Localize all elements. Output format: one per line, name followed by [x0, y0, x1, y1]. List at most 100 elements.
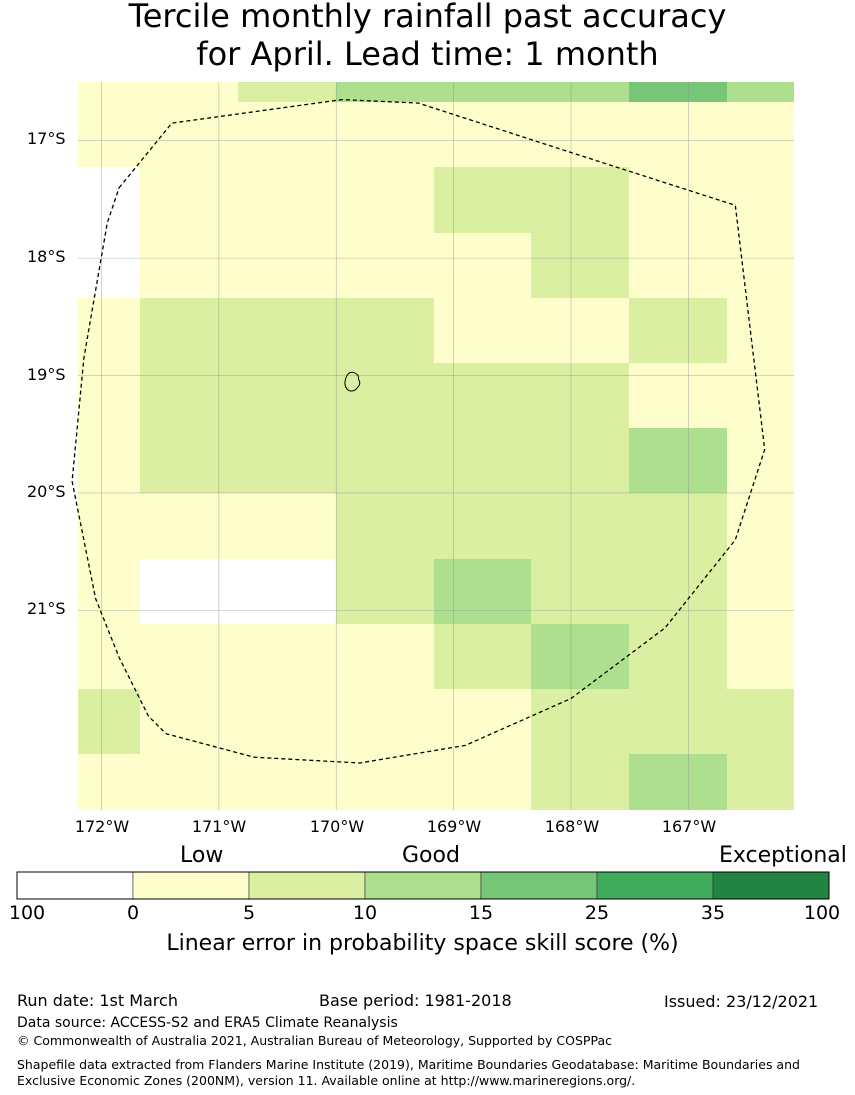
- colorbar-tick-label: 0: [126, 902, 140, 924]
- grid-cell: [434, 298, 531, 363]
- colorbar-segment: [712, 871, 830, 900]
- grid-cell: [629, 493, 727, 559]
- grid-cell: [238, 233, 336, 298]
- grid-cell: [336, 689, 434, 754]
- island-outline: [344, 371, 361, 392]
- grid-cell: [434, 754, 531, 810]
- grid-cell: [238, 363, 336, 428]
- grid-cell: [238, 559, 336, 624]
- grid-cell: [140, 82, 238, 102]
- lon-tick-label: 171°W: [191, 817, 247, 836]
- grid-cell: [434, 167, 531, 233]
- grid-cell: [434, 493, 531, 559]
- grid-cell: [629, 428, 727, 493]
- lon-tick-label: 169°W: [426, 817, 482, 836]
- grid-cell: [140, 102, 238, 167]
- grid-cell: [629, 298, 727, 363]
- grid-cell: [727, 102, 794, 167]
- grid-cell: [727, 689, 794, 754]
- grid-cell: [531, 624, 629, 689]
- grid-cell: [727, 167, 794, 233]
- grid-cell: [140, 493, 238, 559]
- grid-cell: [336, 233, 434, 298]
- grid-cell: [140, 167, 238, 233]
- colorbar-tick-label: 100: [803, 902, 841, 924]
- grid-cell: [531, 493, 629, 559]
- grid-cell: [78, 428, 140, 493]
- colorbar-tick-label: 5: [242, 902, 256, 924]
- lon-tick-label: 172°W: [74, 817, 130, 836]
- grid-cell: [78, 559, 140, 624]
- colorbar-tick-label: 35: [700, 902, 726, 924]
- grid-cell: [140, 754, 238, 810]
- grid-cell: [727, 428, 794, 493]
- copyright: © Commonwealth of Australia 2021, Austra…: [17, 1033, 612, 1048]
- grid-cell: [629, 363, 727, 428]
- grid-cell: [140, 233, 238, 298]
- grid-cell: [78, 167, 140, 233]
- colorbar-tick-label: 100: [8, 902, 46, 924]
- colorbar-tick-label: 25: [584, 902, 610, 924]
- colorbar-segment: [480, 871, 598, 900]
- grid-cell: [78, 689, 140, 754]
- grid-cell: [336, 428, 434, 493]
- lat-tick-label: 17°S: [27, 129, 66, 148]
- shapefile-credit: Shapefile data extracted from Flanders M…: [17, 1057, 800, 1088]
- colorbar-tick-label: 10: [352, 902, 378, 924]
- grid-cell: [531, 559, 629, 624]
- colorbar: [16, 871, 830, 900]
- grid-cell: [140, 428, 238, 493]
- grid-cell: [727, 559, 794, 624]
- grid-cell: [238, 689, 336, 754]
- grid-cell: [336, 363, 434, 428]
- grid-cell: [140, 689, 238, 754]
- colorbar-segment: [248, 871, 366, 900]
- grid-cell: [629, 754, 727, 810]
- category-label-low: Low: [180, 843, 224, 868]
- grid-cell: [336, 493, 434, 559]
- grid-cell: [629, 82, 727, 102]
- grid-cell: [238, 102, 336, 167]
- grid-cell: [336, 624, 434, 689]
- colorbar-tick-label: 15: [468, 902, 494, 924]
- lon-tick-label: 168°W: [544, 817, 600, 836]
- category-label-good: Good: [402, 843, 460, 868]
- grid-cell: [238, 167, 336, 233]
- title-line-2: for April. Lead time: 1 month: [196, 35, 659, 73]
- grid-cell: [78, 102, 140, 167]
- issued-date: Issued: 23/12/2021: [664, 992, 819, 1011]
- run-date: Run date: 1st March: [17, 991, 178, 1010]
- colorbar-segment: [596, 871, 714, 900]
- chart-title: Tercile monthly rainfall past accuracy f…: [0, 0, 855, 73]
- grid-cell: [727, 493, 794, 559]
- grid-cell: [629, 559, 727, 624]
- grid-cell: [531, 428, 629, 493]
- grid-cell: [238, 82, 336, 102]
- grid-cell: [727, 233, 794, 298]
- grid-cell: [78, 82, 140, 102]
- grid-cell: [336, 559, 434, 624]
- grid-cell: [238, 754, 336, 810]
- grid-cell: [238, 493, 336, 559]
- grid-cell: [140, 624, 238, 689]
- lat-tick-label: 18°S: [27, 247, 66, 266]
- skill-grid: [78, 82, 794, 810]
- grid-cell: [140, 363, 238, 428]
- colorbar-segment: [364, 871, 482, 900]
- grid-cell: [434, 363, 531, 428]
- grid-cell: [629, 167, 727, 233]
- colorbar-segment: [132, 871, 250, 900]
- grid-cell: [434, 689, 531, 754]
- eez-dashed-line: [71, 98, 766, 764]
- grid-cell: [336, 82, 434, 102]
- lon-tick-label: 170°W: [309, 817, 365, 836]
- grid-cell: [78, 298, 140, 363]
- grid-cell: [531, 754, 629, 810]
- grid-cell: [78, 493, 140, 559]
- grid-cell: [531, 233, 629, 298]
- grid-cell: [336, 298, 434, 363]
- base-period: Base period: 1981-2018: [319, 991, 512, 1010]
- grid-cell: [629, 689, 727, 754]
- grid-cell: [727, 754, 794, 810]
